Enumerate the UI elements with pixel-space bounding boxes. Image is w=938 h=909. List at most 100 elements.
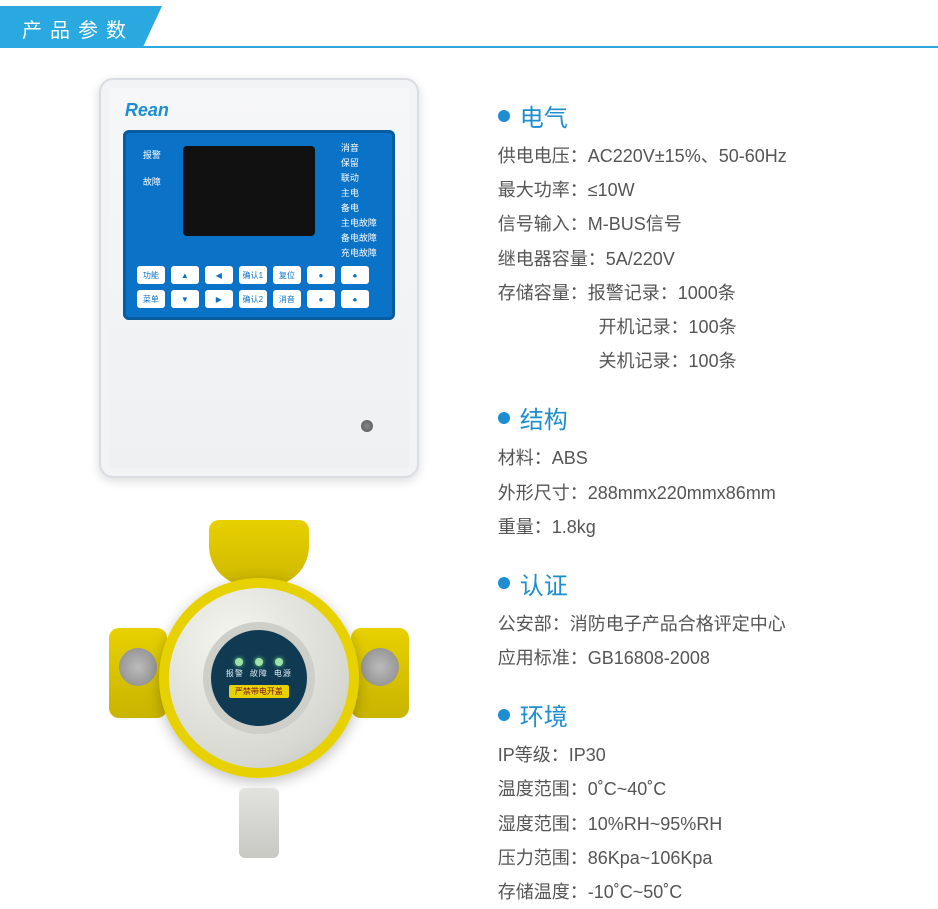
spec-key: 材料: [498, 448, 552, 468]
spec-key: 最大功率: [498, 180, 588, 200]
spec-row: 温度范围0˚C~40˚C: [498, 772, 938, 806]
spec-key: 外形尺寸: [498, 483, 588, 503]
led-label: 报警: [226, 668, 244, 679]
spec-key: 重量: [498, 517, 552, 537]
spec-key: 信号输入: [498, 214, 588, 234]
spec-val: 0˚C~40˚C: [588, 779, 667, 799]
led-icon: [275, 658, 283, 666]
spec-key: 存储温度: [498, 882, 588, 902]
spec-val: 1.8kg: [552, 517, 596, 537]
status-label: 备电故障: [341, 234, 377, 243]
key: 功能: [137, 266, 165, 284]
key: 复位: [273, 266, 301, 284]
led-label: 电源: [274, 668, 292, 679]
key: ▼: [171, 290, 199, 308]
spec-val: 消防电子产品合格评定中心: [570, 614, 786, 634]
spec-row: 应用标准GB16808-2008: [498, 641, 938, 675]
status-label: 联动: [341, 174, 377, 183]
key: 确认1: [239, 266, 267, 284]
spec-key: 温度范围: [498, 779, 588, 799]
status-label: 主电: [341, 189, 377, 198]
spec-val: 10%RH~95%RH: [588, 814, 723, 834]
spec-val: ≤10W: [588, 180, 635, 200]
controller-keypad: 功能 ▲ ◀ 确认1 复位 ● ● 菜单 ▼ ▶ 确认2 消音 ● ●: [137, 266, 369, 308]
key: ▲: [171, 266, 199, 284]
detector-warning: 严禁带电开盖: [229, 685, 289, 698]
led-icon: [235, 658, 243, 666]
spec-row: 重量1.8kg: [498, 510, 938, 544]
screw-icon: [361, 420, 373, 432]
spec-key: 湿度范围: [498, 814, 588, 834]
spec-val: -10˚C~50˚C: [588, 882, 683, 902]
spec-key: 供电电压: [498, 146, 588, 166]
spec-val: 报警记录：1000条: [588, 283, 736, 303]
key: 确认2: [239, 290, 267, 308]
spec-val: 288mmx220mmx86mm: [588, 483, 776, 503]
spec-section-title: 环境: [498, 697, 938, 732]
spec-key: IP等级: [498, 745, 569, 765]
spec-section-title: 认证: [498, 566, 938, 601]
spec-row: 关机记录：100条: [498, 344, 938, 378]
spec-row: IP等级IP30: [498, 738, 938, 772]
spec-val: 开机记录：100条: [599, 317, 737, 337]
spec-row: 开机记录：100条: [498, 310, 938, 344]
spec-val: AC220V±15%、50-60Hz: [588, 146, 787, 166]
led-label: 故障: [143, 175, 161, 188]
spec-row: 压力范围86Kpa~106Kpa: [498, 841, 938, 875]
spec-list: 电气 供电电压AC220V±15%、50-60Hz 最大功率≤10W 信号输入M…: [488, 78, 938, 909]
led-icon: [255, 658, 263, 666]
status-label: 保留: [341, 159, 377, 168]
key: ◀: [205, 266, 233, 284]
detector-illustration: 报警 故障 电源 严禁带电开盖: [89, 508, 429, 848]
spec-row: 存储温度-10˚C~50˚C: [498, 875, 938, 909]
spec-row: 湿度范围10%RH~95%RH: [498, 807, 938, 841]
detector-body: 报警 故障 电源 严禁带电开盖: [159, 578, 359, 778]
detector-face: 报警 故障 电源 严禁带电开盖: [203, 622, 315, 734]
controller-brand: Rean: [125, 100, 169, 121]
led-label: 故障: [250, 668, 268, 679]
key: ●: [307, 290, 335, 308]
spec-row: 材料ABS: [498, 441, 938, 475]
key: ▶: [205, 290, 233, 308]
controller-faceplate: 报警 故障 消音 保留 联动 主电 备电 主电故障 备电故障 充电故障 功能 ▲…: [123, 130, 395, 320]
spec-row: 继电器容量5A/220V: [498, 242, 938, 276]
key: ●: [341, 290, 369, 308]
detector-top-housing: [209, 520, 309, 586]
spec-row: 信号输入M-BUS信号: [498, 207, 938, 241]
section-tab: 产品参数: [0, 6, 162, 48]
product-illustrations: Rean 报警 故障 消音 保留 联动 主电 备电 主电故障 备电故障 充电故障: [0, 78, 488, 909]
spec-val: ABS: [552, 448, 588, 468]
spec-row: 公安部消防电子产品合格评定中心: [498, 607, 938, 641]
spec-val: GB16808-2008: [588, 648, 710, 668]
spec-row: 外形尺寸288mmx220mmx86mm: [498, 476, 938, 510]
spec-row: 存储容量报警记录：1000条: [498, 276, 938, 310]
spec-row: 供电电压AC220V±15%、50-60Hz: [498, 139, 938, 173]
spec-key: 存储容量: [498, 283, 588, 303]
key: 消音: [273, 290, 301, 308]
led-label: 报警: [143, 148, 161, 161]
detector-leds: [235, 658, 283, 666]
spec-row: 最大功率≤10W: [498, 173, 938, 207]
spec-val: 关机记录：100条: [599, 351, 737, 371]
spec-key: 继电器容量: [498, 249, 606, 269]
detector-mount-right: [351, 628, 409, 718]
spec-val: 86Kpa~106Kpa: [588, 848, 713, 868]
controller-left-leds: 报警 故障: [143, 148, 161, 202]
section-header: 产品参数: [0, 0, 938, 48]
content-columns: Rean 报警 故障 消音 保留 联动 主电 备电 主电故障 备电故障 充电故障: [0, 48, 938, 909]
key: ●: [307, 266, 335, 284]
key: ●: [341, 266, 369, 284]
controller-screen: [183, 146, 315, 236]
spec-val: M-BUS信号: [588, 214, 682, 234]
spec-key: 压力范围: [498, 848, 588, 868]
spec-val: IP30: [569, 745, 606, 765]
spec-key: 公安部: [498, 614, 570, 634]
detector-stem: [239, 788, 279, 858]
status-label: 备电: [341, 204, 377, 213]
spec-section-title: 结构: [498, 400, 938, 435]
spec-section-title: 电气: [498, 98, 938, 133]
spec-key: 应用标准: [498, 648, 588, 668]
controller-illustration: Rean 报警 故障 消音 保留 联动 主电 备电 主电故障 备电故障 充电故障: [99, 78, 419, 478]
status-label: 消音: [341, 144, 377, 153]
detector-led-labels: 报警 故障 电源: [226, 668, 292, 679]
